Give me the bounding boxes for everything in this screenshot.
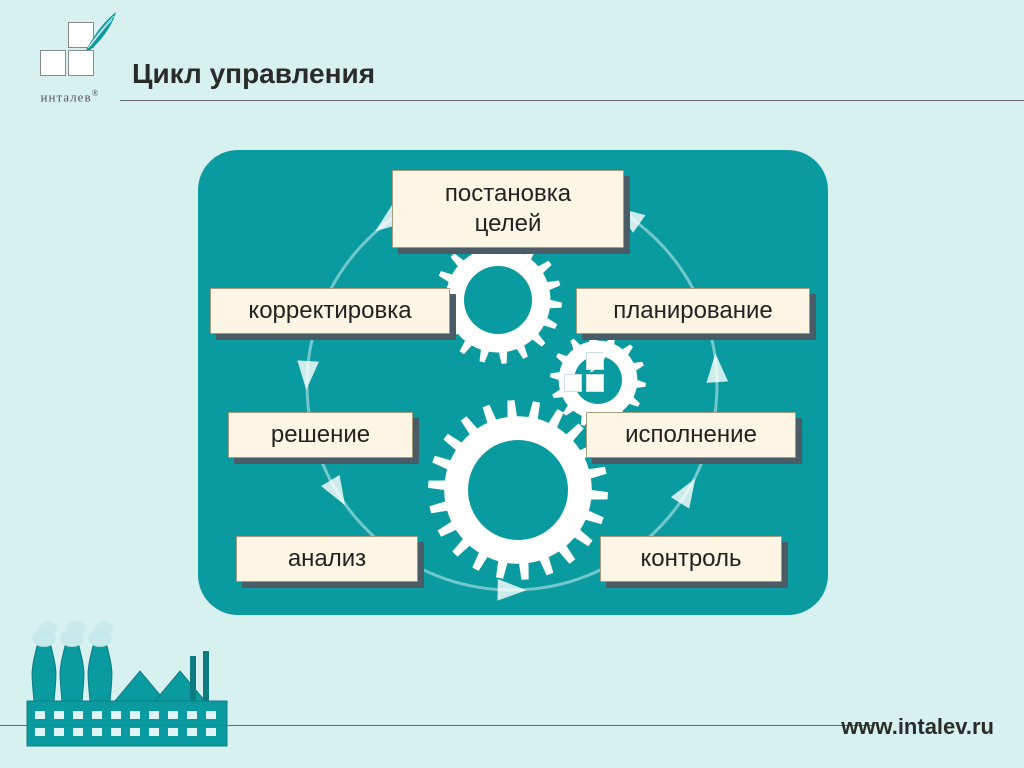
cycle-node-plan: планирование bbox=[576, 288, 810, 334]
node-label: корректировка bbox=[210, 288, 450, 334]
footer-url: www.intalev.ru bbox=[841, 714, 994, 740]
node-label: контроль bbox=[600, 536, 782, 582]
cycle-node-analysis: анализ bbox=[236, 536, 418, 582]
logo-text: инталев® bbox=[30, 88, 110, 105]
node-label: планирование bbox=[576, 288, 810, 334]
cycle-node-control: контроль bbox=[600, 536, 782, 582]
header-divider bbox=[120, 100, 1024, 101]
node-label: исполнение bbox=[586, 412, 796, 458]
node-label: постановка целей bbox=[392, 170, 624, 248]
cycle-node-exec: исполнение bbox=[586, 412, 796, 458]
cycle-node-correct: корректировка bbox=[210, 288, 450, 334]
footer-divider bbox=[0, 725, 874, 726]
header: инталев® Цикл управления bbox=[0, 0, 1024, 130]
node-label: анализ bbox=[236, 536, 418, 582]
diagram-panel: постановка целей планирование исполнение ко… bbox=[198, 150, 828, 615]
logo: инталев® bbox=[30, 22, 110, 105]
page-title: Цикл управления bbox=[132, 58, 375, 90]
nodes-layer: постановка целей планирование исполнение ко… bbox=[198, 150, 828, 615]
factory-icon bbox=[15, 616, 235, 756]
cycle-node-goals: постановка целей bbox=[392, 170, 624, 248]
logo-feather-icon bbox=[82, 10, 118, 54]
node-label: решение bbox=[228, 412, 413, 458]
logo-squares-icon bbox=[40, 22, 100, 82]
cycle-node-decide: решение bbox=[228, 412, 413, 458]
